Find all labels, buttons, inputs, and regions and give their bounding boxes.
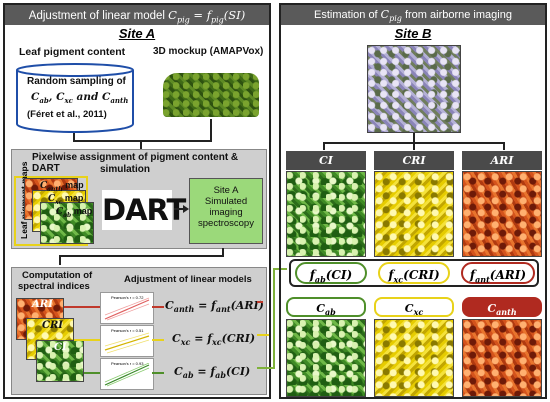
pixelwise-block: Pixelwise assignment of pigment content … (11, 149, 267, 249)
computation-block: Computation of spectral indices Adjustme… (11, 267, 267, 395)
connector-line (503, 142, 505, 150)
adjustment-title: Adjustment of linear models (124, 274, 252, 285)
ci-image (286, 171, 366, 257)
right-panel: Estimation of Cpig from airborne imaging… (279, 3, 547, 399)
ci-label: CI (54, 342, 67, 353)
citation: (Féret et al., 2011) (27, 109, 107, 120)
sampling-cylinder (15, 62, 135, 134)
random-sampling-line1: Random sampling of (27, 76, 126, 87)
xc-map-label: Cxc map (48, 193, 84, 206)
ari-image (462, 171, 542, 257)
simulated-box: Site A Simulated imaging spectroscopy (189, 178, 263, 244)
model-row-frame (289, 259, 539, 287)
pixelwise-title-line2: simulation (100, 164, 151, 175)
mockup-image (163, 73, 259, 117)
cylinder-shape (16, 63, 134, 133)
connector-line (413, 142, 415, 150)
equation-xc: Cxc = fxc(CRI) (172, 332, 256, 348)
col-head-cri: CRI (374, 151, 454, 170)
random-sampling-line2: Cab, Cxc and Canth (31, 91, 129, 106)
link-green (257, 367, 275, 369)
cab-image (286, 319, 366, 397)
ab-map-label: Cab map (56, 206, 93, 219)
equation-ab: Cab = fab(CI) (174, 365, 251, 381)
connector-line (59, 255, 224, 257)
output-xc: Cxc (374, 297, 454, 317)
ari-arrow (64, 306, 100, 308)
cri-arrow (74, 339, 100, 341)
cri-image (374, 171, 454, 257)
dart-text: DART (102, 193, 186, 227)
plot-label: Pearson's r = 0.72 (111, 295, 144, 300)
canth-image (462, 319, 542, 397)
leaf-pigment-title: Leaf pigment content (19, 46, 126, 58)
connector-line (413, 133, 415, 143)
dart-logo: DART (102, 190, 186, 230)
arrow-to-sim (174, 208, 186, 210)
model-ant: fant(ARI) (461, 262, 535, 284)
eq-arrow-ab (152, 372, 164, 374)
sim-line4: spectroscopy (198, 218, 254, 229)
site-a-title: Site A (118, 26, 156, 41)
plot-label: Pearson's r = 0.93 (111, 361, 144, 366)
connector-line (323, 142, 325, 150)
scatter-lines (104, 297, 150, 321)
scatter-plot-ari: Pearson's r = 0.72 (100, 292, 154, 324)
scatter-lines (104, 332, 150, 354)
anth-map-label: Canth map (40, 180, 84, 193)
connector-line (140, 140, 142, 150)
airborne-image (367, 45, 461, 133)
sim-line1: Site A (213, 185, 239, 196)
col-head-ari: ARI (462, 151, 542, 170)
cri-label: CRI (42, 320, 63, 331)
arrow-head (183, 205, 189, 213)
sim-line2: Simulated (204, 196, 248, 207)
connector-line (59, 255, 61, 265)
ci-arrow (84, 372, 100, 374)
plot-label: Pearson's r = 0.51 (111, 328, 144, 333)
right-header: Estimation of Cpig from airborne imaging… (281, 5, 545, 45)
ci-map (36, 340, 84, 382)
scatter-plot-cri: Pearson's r = 0.51 (100, 325, 154, 357)
connector-line (73, 133, 75, 141)
link-green-up (273, 268, 275, 369)
ari-label: ARI (32, 299, 53, 310)
computation-title-line1: Computation of (22, 270, 93, 281)
connector-line (222, 248, 224, 256)
pixelwise-title-line1: Pixelwise assignment of pigment content … (32, 152, 239, 174)
connector-line (73, 140, 212, 142)
site-b-title: Site B (394, 26, 432, 41)
eq-arrow-anth (152, 306, 164, 308)
left-panel: Adjustment of linear model Cpig = fpig(S… (3, 3, 271, 399)
output-ab: Cab (286, 297, 366, 317)
scatter-lines (104, 363, 150, 387)
computation-title-line2: spectral indices (18, 281, 90, 292)
link-red (257, 301, 263, 303)
left-header: Adjustment of linear model Cpig = fpig(S… (5, 5, 269, 25)
model-ab: fab(CI) (295, 262, 367, 284)
mockup-title: 3D mockup (AMAPVox) (153, 46, 264, 57)
col-head-ci: CI (286, 151, 366, 170)
ab-map (40, 202, 94, 244)
connector-line (210, 119, 212, 141)
cxc-image (374, 319, 454, 397)
equation-anth: Canth = fant(ARI) (165, 299, 264, 315)
link-yellow (257, 334, 269, 336)
model-xc: fxc(CRI) (378, 262, 450, 284)
output-anth: Canth (462, 297, 542, 317)
sim-line3: imaging (209, 207, 243, 218)
eq-arrow-xc (152, 339, 164, 341)
scatter-plot-ci: Pearson's r = 0.93 (100, 358, 154, 390)
